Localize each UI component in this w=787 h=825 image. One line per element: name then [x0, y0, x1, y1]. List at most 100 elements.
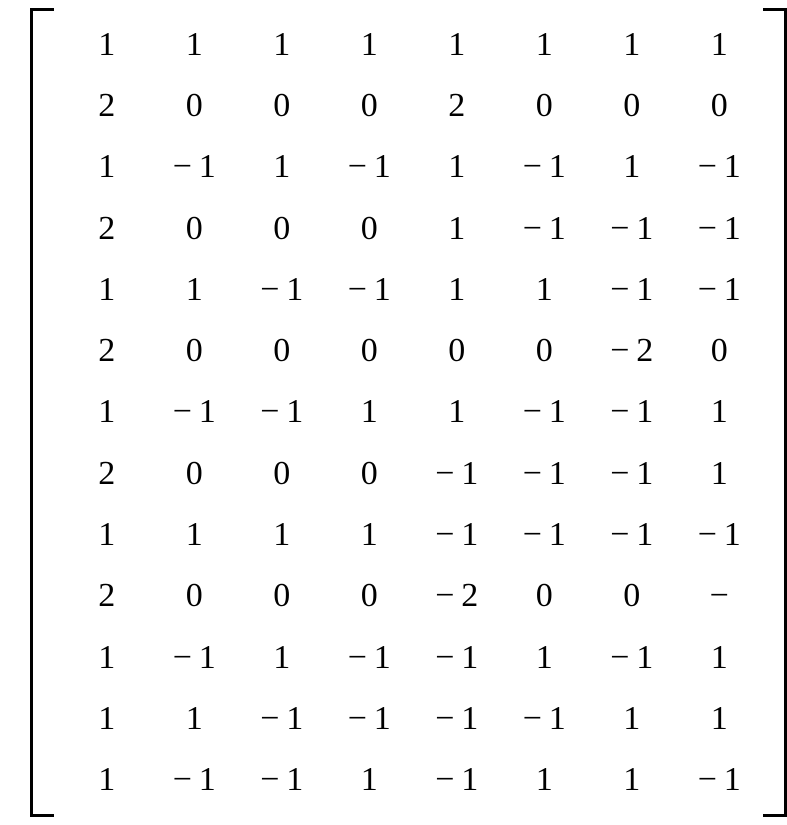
matrix-cell: 2 [63, 75, 151, 136]
matrix-cell: − 1 [501, 382, 589, 443]
matrix-cell: 1 [676, 688, 764, 749]
matrix-cell: 0 [326, 320, 414, 381]
matrix-cell: 0 [676, 75, 764, 136]
matrix-cell: 1 [413, 137, 501, 198]
matrix-cell: 1 [413, 259, 501, 320]
matrix-grid: 11111111200020001− 11− 11− 11− 120001− 1… [63, 14, 763, 811]
matrix-cell: − 1 [588, 259, 676, 320]
matrix-cell: 2 [63, 566, 151, 627]
matrix-cell: 1 [413, 198, 501, 259]
matrix-cell: 2 [63, 320, 151, 381]
matrix-cell: − 1 [676, 137, 764, 198]
matrix-cell: 1 [501, 750, 589, 811]
matrix-cell: 1 [151, 14, 239, 75]
matrix-cell: 1 [326, 504, 414, 565]
matrix-cell: 1 [676, 443, 764, 504]
matrix-cell: − 1 [151, 137, 239, 198]
matrix-cell: − 1 [326, 259, 414, 320]
left-bracket [30, 8, 54, 817]
matrix-cell: 0 [238, 320, 326, 381]
matrix-cell: 0 [326, 443, 414, 504]
matrix-cell: 1 [676, 14, 764, 75]
matrix-cell: 1 [413, 382, 501, 443]
matrix-cell: 0 [326, 75, 414, 136]
matrix-cell: 1 [63, 688, 151, 749]
matrix-cell: 0 [151, 198, 239, 259]
matrix-cell: 0 [151, 75, 239, 136]
matrix-cell: − 1 [238, 750, 326, 811]
matrix-cell: 1 [151, 688, 239, 749]
matrix-cell: − 1 [238, 259, 326, 320]
matrix-cell: − 1 [588, 443, 676, 504]
right-bracket [763, 8, 787, 817]
matrix-cell: 0 [238, 75, 326, 136]
matrix-cell: 0 [151, 320, 239, 381]
matrix-cell: 1 [501, 259, 589, 320]
matrix-cell: 1 [63, 750, 151, 811]
matrix-cell: 0 [413, 320, 501, 381]
matrix-cell: 0 [151, 443, 239, 504]
matrix-cell: 0 [326, 566, 414, 627]
matrix-cell: − 1 [501, 504, 589, 565]
matrix-cell: 1 [238, 504, 326, 565]
matrix-cell: 1 [588, 14, 676, 75]
matrix-cell: 0 [501, 566, 589, 627]
matrix-cell: 0 [326, 198, 414, 259]
matrix-cell: 1 [501, 14, 589, 75]
matrix-cell: − 1 [151, 627, 239, 688]
matrix-cell: 0 [151, 566, 239, 627]
matrix-cell: − 1 [151, 382, 239, 443]
matrix-cell: − 1 [588, 198, 676, 259]
matrix-cell: − 1 [676, 750, 764, 811]
matrix-cell: 1 [413, 14, 501, 75]
matrix-cell: − 1 [588, 504, 676, 565]
matrix-cell: 1 [238, 137, 326, 198]
matrix-cell: − 1 [413, 750, 501, 811]
matrix-cell: − 1 [501, 443, 589, 504]
matrix-cell: 1 [151, 504, 239, 565]
matrix-cell: − 1 [588, 627, 676, 688]
matrix-cell: 1 [326, 14, 414, 75]
matrix-cell: − 1 [501, 198, 589, 259]
matrix-cell: 0 [588, 75, 676, 136]
matrix-cell: 1 [588, 137, 676, 198]
matrix-cell: 0 [238, 443, 326, 504]
matrix-cell: − 1 [588, 382, 676, 443]
matrix-cell: 1 [588, 750, 676, 811]
matrix-cell: 1 [63, 137, 151, 198]
matrix-cell: − 1 [326, 627, 414, 688]
matrix-cell: 0 [501, 320, 589, 381]
matrix-cell: − 1 [238, 382, 326, 443]
matrix-cell: − 1 [501, 688, 589, 749]
matrix-cell: 1 [63, 382, 151, 443]
matrix-cell: 1 [588, 688, 676, 749]
matrix-cell: 1 [63, 627, 151, 688]
matrix-container: 11111111200020001− 11− 11− 11− 120001− 1… [0, 0, 787, 825]
matrix-cell: − 1 [501, 137, 589, 198]
matrix-cell: 0 [588, 566, 676, 627]
matrix-cell: 2 [413, 75, 501, 136]
matrix-cell: 1 [326, 382, 414, 443]
matrix-cell: − 1 [413, 443, 501, 504]
matrix-cell: 2 [63, 443, 151, 504]
matrix-cell: 1 [238, 627, 326, 688]
matrix-cell: − 1 [676, 259, 764, 320]
matrix-cell: 1 [63, 504, 151, 565]
matrix-cell: − 1 [413, 688, 501, 749]
matrix-cell: − 1 [151, 750, 239, 811]
matrix-cell: − 1 [413, 504, 501, 565]
matrix-cell: 1 [151, 259, 239, 320]
matrix-cell: − 1 [676, 504, 764, 565]
matrix-cell: − 1 [326, 137, 414, 198]
matrix-cell: − 1 [238, 688, 326, 749]
matrix-cell: 1 [501, 627, 589, 688]
matrix-cell: 0 [238, 198, 326, 259]
matrix-cell: 0 [238, 566, 326, 627]
matrix-cell: − 1 [676, 198, 764, 259]
matrix-cell: − 1 [326, 688, 414, 749]
matrix-cell: 0 [676, 320, 764, 381]
matrix-cell: − 1 [413, 627, 501, 688]
matrix-cell: 1 [63, 14, 151, 75]
matrix-cell: 1 [238, 14, 326, 75]
matrix-cell: − 2 [413, 566, 501, 627]
